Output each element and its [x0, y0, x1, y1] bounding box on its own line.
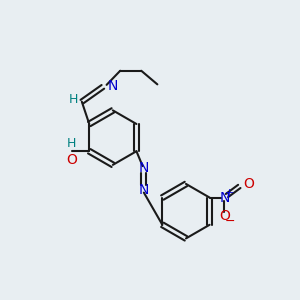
Text: +: +	[225, 188, 234, 198]
Text: N: N	[107, 79, 118, 93]
Text: O: O	[219, 209, 230, 223]
Text: O: O	[243, 177, 254, 191]
Text: O: O	[67, 153, 77, 167]
Text: N: N	[139, 183, 149, 196]
Text: −: −	[225, 214, 235, 228]
Text: H: H	[68, 93, 78, 106]
Text: N: N	[139, 161, 149, 175]
Text: N: N	[219, 190, 230, 205]
Text: H: H	[67, 136, 76, 149]
